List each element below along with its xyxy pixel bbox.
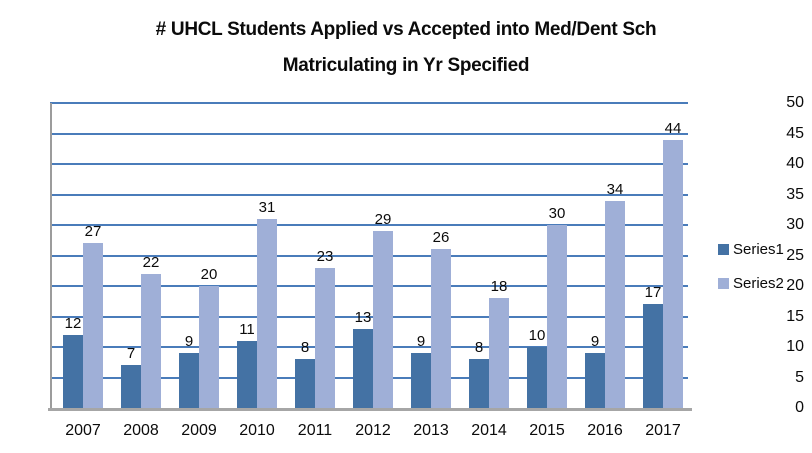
y-axis-tick-label: 10 xyxy=(786,338,804,355)
gridline xyxy=(50,163,688,165)
bar-series2-2008 xyxy=(141,273,161,408)
bar-series2-2012 xyxy=(373,231,393,408)
data-label-series1-2017: 17 xyxy=(644,284,662,302)
data-label-series2-2017: 44 xyxy=(664,119,682,137)
y-axis-tick-label: 5 xyxy=(795,368,804,386)
bar-group-2010: 11 31 xyxy=(237,103,277,408)
bar-series2-2011 xyxy=(315,267,335,408)
bar-series1-2010 xyxy=(237,340,257,408)
bar-series1-2007 xyxy=(63,334,83,408)
bar-series2-2010 xyxy=(257,218,277,408)
x-axis-tick-label: 2016 xyxy=(587,422,623,439)
gridline xyxy=(50,132,688,135)
bar-series1-2012 xyxy=(353,328,373,408)
chart-title: # UHCL Students Applied vs Accepted into… xyxy=(0,12,812,84)
bar-series1-2014 xyxy=(469,359,489,408)
bar-series1-2008 xyxy=(121,365,141,408)
bar-group-2008: 7 22 xyxy=(121,103,161,408)
y-axis-tick-label: 40 xyxy=(786,155,804,172)
bar-series2-2015 xyxy=(547,225,567,408)
y-axis-tick-label: 25 xyxy=(786,246,804,264)
data-label-series2-2015: 30 xyxy=(548,205,566,222)
legend-item-series1: Series1 xyxy=(718,241,784,258)
gridline xyxy=(50,254,688,257)
bar-group-2016: 9 34 xyxy=(585,103,625,408)
data-label-series1-2007: 12 xyxy=(64,314,82,332)
bar-series2-2013 xyxy=(431,249,451,408)
gridline xyxy=(50,315,688,318)
legend-swatch-series2 xyxy=(718,278,729,289)
gridline xyxy=(50,193,688,196)
x-axis-tick-label: 2009 xyxy=(181,422,217,439)
x-axis-tick-label: 2013 xyxy=(413,422,449,439)
y-axis-tick-label: 35 xyxy=(786,185,804,203)
y-axis-tick-label: 45 xyxy=(786,124,804,142)
gridline xyxy=(50,102,688,104)
bar-group-2013: 9 26 xyxy=(411,103,451,408)
x-axis-tick-label: 2008 xyxy=(123,422,159,439)
bar-group-2009: 9 20 xyxy=(179,103,219,408)
legend: Series1 Series2 xyxy=(718,241,784,309)
data-label-series1-2012: 13 xyxy=(354,308,372,326)
x-axis-tick-label: 2010 xyxy=(239,422,275,439)
chart-title-line2: Matriculating in Yr Specified xyxy=(282,55,530,76)
data-label-series2-2013: 26 xyxy=(432,229,450,247)
bar-series1-2011 xyxy=(295,359,315,408)
x-axis-tick-label: 2015 xyxy=(529,422,565,439)
data-label-series2-2007: 27 xyxy=(84,223,102,241)
data-label-series1-2009: 9 xyxy=(184,333,194,351)
y-axis-tick-label: 0 xyxy=(795,399,804,416)
chart-title-line1: # UHCL Students Applied vs Accepted into… xyxy=(155,19,657,40)
bar-group-2015: 10 30 xyxy=(527,103,567,408)
bar-series1-2009 xyxy=(179,353,199,408)
bar-series2-2016 xyxy=(605,200,625,408)
bar-series1-2013 xyxy=(411,353,431,408)
data-label-series2-2014: 18 xyxy=(490,278,508,296)
x-axis-tick-label: 2007 xyxy=(65,422,101,439)
bar-group-2014: 8 18 xyxy=(469,103,509,408)
bar-series2-2014 xyxy=(489,298,509,408)
gridline xyxy=(50,285,688,287)
data-label-series2-2008: 22 xyxy=(142,253,160,271)
bar-series2-2017 xyxy=(663,139,683,408)
data-label-series2-2016: 34 xyxy=(606,180,624,198)
data-label-series1-2015: 10 xyxy=(528,327,546,344)
x-axis-tick-label: 2017 xyxy=(645,422,681,439)
bar-series1-2015 xyxy=(527,347,547,408)
bar-group-2017: 17 44 xyxy=(643,103,683,408)
data-label-series1-2011: 8 xyxy=(300,339,310,357)
legend-item-series2: Series2 xyxy=(718,275,784,292)
y-axis-tick-label: 50 xyxy=(786,94,804,111)
bar-series1-2016 xyxy=(585,353,605,408)
data-label-series1-2008: 7 xyxy=(126,345,136,363)
data-label-series1-2013: 9 xyxy=(416,333,426,351)
bar-group-2007: 12 27 xyxy=(63,103,103,408)
x-axis-tick-label: 2012 xyxy=(355,422,391,439)
plot-area: 12 27 7 22 9 20 11 31 8 23 13 29 9 26 8 18 10 30 9 34 17 44 xyxy=(48,102,692,411)
y-axis-tick-label: 20 xyxy=(786,277,804,294)
bar-series2-2009 xyxy=(199,286,219,408)
data-label-series1-2010: 11 xyxy=(239,320,255,338)
bar-series1-2017 xyxy=(643,304,663,408)
y-axis-line xyxy=(50,103,52,408)
data-label-series2-2011: 23 xyxy=(316,247,334,265)
bar-group-2011: 8 23 xyxy=(295,103,335,408)
legend-swatch-series1 xyxy=(718,244,729,255)
x-axis-tick-label: 2011 xyxy=(297,422,333,439)
x-axis-line xyxy=(48,408,692,411)
data-label-series2-2009: 20 xyxy=(200,266,218,283)
data-label-series1-2014: 8 xyxy=(474,339,484,357)
legend-label-series1: Series1 xyxy=(733,241,784,258)
data-label-series2-2012: 29 xyxy=(374,211,392,229)
legend-label-series2: Series2 xyxy=(733,275,784,292)
bar-group-2012: 13 29 xyxy=(353,103,393,408)
bar-series2-2007 xyxy=(83,243,103,408)
x-axis-tick-label: 2014 xyxy=(471,422,507,439)
y-axis-tick-label: 30 xyxy=(786,216,804,233)
gridline xyxy=(50,224,688,226)
data-label-series1-2016: 9 xyxy=(590,333,600,351)
y-axis-tick-label: 15 xyxy=(786,307,804,325)
data-label-series2-2010: 31 xyxy=(258,198,276,216)
